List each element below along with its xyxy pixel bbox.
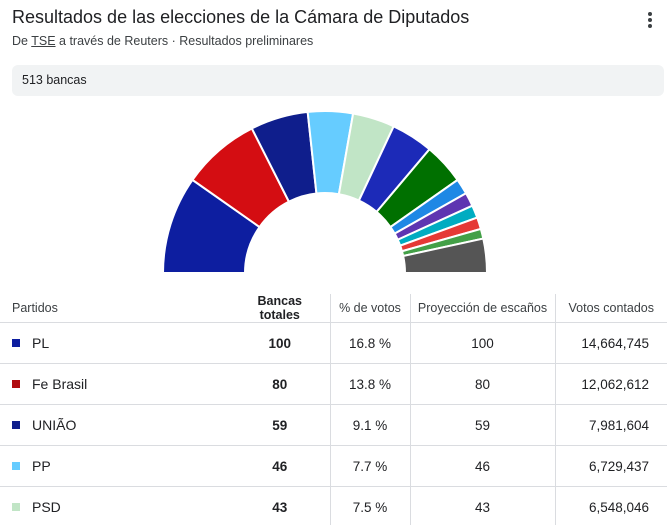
votes-counted-cell: 12,062,612	[554, 363, 667, 405]
results-table: Partidos Bancas totales % de votos Proye…	[0, 294, 667, 525]
total-seats-cell: 100	[230, 322, 330, 364]
party-name: UNIÃO	[32, 417, 77, 433]
votes-counted-cell: 6,548,046	[554, 486, 667, 525]
party-color-swatch	[12, 421, 20, 430]
table-row: PL 100 16.8 % 100 14,664,745	[0, 322, 667, 364]
source-suffix: a través de Reuters · Resultados prelimi…	[55, 34, 314, 48]
vote-pct-cell: 7.5 %	[329, 486, 410, 525]
vote-pct-cell: 16.8 %	[329, 322, 410, 364]
table-row: UNIÃO 59 9.1 % 59 7,981,604	[0, 404, 667, 446]
table-row: PSD 43 7.5 % 43 6,548,046	[0, 486, 667, 525]
party-cell: Fe Brasil	[0, 363, 230, 405]
table-row: PP 46 7.7 % 46 6,729,437	[0, 445, 667, 487]
source-line: De TSE a través de Reuters · Resultados …	[12, 34, 313, 48]
seats-half-donut-chart	[161, 110, 489, 274]
total-seats-cell: 46	[230, 445, 330, 487]
votes-counted-cell: 6,729,437	[554, 445, 667, 487]
total-seats-cell: 59	[230, 404, 330, 446]
party-color-swatch	[12, 339, 20, 348]
source-link[interactable]: TSE	[31, 34, 56, 48]
header: Resultados de las elecciones de la Cámar…	[12, 4, 662, 52]
vote-pct-cell: 9.1 %	[329, 404, 410, 446]
projection-cell: 59	[409, 404, 555, 446]
total-seats-cell: 80	[230, 363, 330, 405]
table-row: Fe Brasil 80 13.8 % 80 12,062,612	[0, 363, 667, 405]
party-name: PSD	[32, 499, 61, 515]
votes-counted-cell: 7,981,604	[554, 404, 667, 446]
more-vert-icon[interactable]	[642, 10, 658, 30]
party-name: PP	[32, 458, 51, 474]
votes-counted-cell: 14,664,745	[554, 322, 667, 364]
projection-cell: 46	[409, 445, 555, 487]
total-seats-bar: 513 bancas	[12, 65, 664, 96]
party-color-swatch	[12, 462, 20, 471]
total-seats-cell: 43	[230, 486, 330, 525]
party-cell: UNIÃO	[0, 404, 230, 446]
party-name: Fe Brasil	[32, 376, 88, 392]
table-header-row: Partidos Bancas totales % de votos Proye…	[0, 294, 667, 323]
header-vote-pct[interactable]: % de votos	[329, 294, 410, 323]
party-cell: PP	[0, 445, 230, 487]
header-projection[interactable]: Proyección de escaños	[409, 294, 555, 323]
projection-cell: 43	[409, 486, 555, 525]
party-color-swatch	[12, 380, 20, 389]
header-party: Partidos	[0, 294, 230, 323]
page-title: Resultados de las elecciones de la Cámar…	[12, 7, 470, 27]
vote-pct-cell: 13.8 %	[329, 363, 410, 405]
total-seats-label: 513 bancas	[22, 73, 87, 87]
header-votes-counted[interactable]: Votos contados	[554, 294, 667, 323]
projection-cell: 100	[409, 322, 555, 364]
source-prefix: De	[12, 34, 32, 48]
party-cell: PL	[0, 322, 230, 364]
party-cell: PSD	[0, 486, 230, 525]
header-total-seats[interactable]: Bancas totales	[230, 294, 330, 323]
projection-cell: 80	[409, 363, 555, 405]
party-name: PL	[32, 335, 50, 351]
chart-segment-12[interactable]	[401, 237, 489, 274]
party-color-swatch	[12, 503, 20, 512]
vote-pct-cell: 7.7 %	[329, 445, 410, 487]
